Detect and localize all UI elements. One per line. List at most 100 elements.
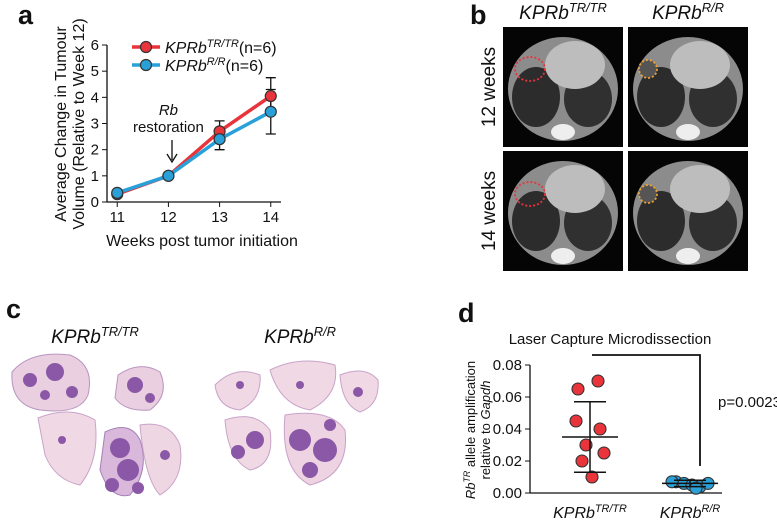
ct-row-label: 14 weeks: [479, 171, 500, 251]
y-axis-label: RbTR allele amplification: [462, 361, 478, 499]
text-part: KPRb: [660, 505, 702, 522]
text-part: R/R: [314, 324, 336, 339]
text-part: KPRb: [165, 40, 207, 57]
text-part: Gapdh: [478, 380, 493, 419]
legend-entry: KPRbTR/TR(n=6): [165, 38, 277, 57]
histology-label: KPRbR/R: [264, 324, 336, 349]
x-tick-label: KPRbTR/TR: [553, 503, 627, 522]
ct-lung: [512, 67, 560, 127]
tumour-outline: [638, 184, 658, 204]
error-bar: [674, 479, 706, 488]
legend-marker: [139, 58, 153, 72]
annotation: restoration: [133, 119, 204, 136]
y-axis-label: Volume (Relative to Week 12): [71, 18, 88, 229]
ct-image: [628, 27, 748, 147]
panel-letter: c: [6, 294, 21, 324]
ct-spine: [551, 124, 575, 140]
legend-entry: KPRbR/R(n=6): [165, 56, 263, 75]
legend-marker: [139, 40, 153, 54]
data-point: [597, 446, 611, 460]
y-tick-label: 4: [91, 89, 99, 106]
text-part: KPRb: [165, 58, 207, 75]
annotation-arrow-head: [166, 153, 178, 164]
tumour-outline: [514, 56, 546, 82]
y-tick-label: 0.02: [493, 453, 522, 470]
y-tick-label: 3: [91, 116, 99, 133]
data-point: [593, 422, 607, 436]
y-tick-label: 0.04: [493, 421, 522, 438]
y-tick-label: 2: [91, 142, 99, 159]
text-part: allele amplification: [463, 361, 478, 471]
x-tick-label: 14: [262, 209, 279, 226]
ct-image: [503, 27, 623, 147]
text-part: KPRb: [519, 3, 569, 24]
ct-column-label: KPRbTR/TR: [519, 0, 607, 24]
series-line: [116, 110, 272, 195]
text-part: TR/TR: [569, 0, 607, 15]
ct-heart: [545, 41, 605, 89]
error-bar: [574, 401, 606, 473]
y-tick-label: 6: [91, 37, 99, 54]
text-part: R/R: [702, 0, 724, 15]
data-point: [571, 382, 585, 396]
data-point: [264, 89, 277, 103]
text-part: KPRb: [264, 327, 314, 348]
text-part: TR: [462, 470, 472, 482]
y-tick-label: 5: [91, 63, 99, 80]
ct-spine: [676, 124, 700, 140]
ct-heart: [545, 165, 605, 213]
text-part: relative to: [478, 420, 493, 480]
panel-letter: a: [18, 0, 34, 30]
y-tick-label: 0.06: [493, 389, 522, 406]
text-part: (n=6): [239, 40, 277, 57]
y-tick-label: 0: [91, 194, 99, 211]
histology-left: [11, 353, 182, 497]
tumour-outline: [514, 181, 546, 207]
text-part: R/R: [207, 56, 226, 68]
histology-right: [214, 360, 379, 486]
ct-column-label: KPRbR/R: [652, 0, 724, 24]
significance-bracket: [592, 354, 701, 466]
data-point: [111, 186, 124, 199]
text-part: Rb: [463, 483, 478, 500]
data-point: [575, 454, 589, 468]
x-tick-label: 11: [109, 209, 125, 226]
text-part: R/R: [702, 503, 721, 515]
data-point: [665, 475, 679, 489]
ct-lung: [637, 67, 685, 127]
y-axis-label: Average Change in Tumour: [53, 26, 70, 222]
ct-lung: [637, 191, 685, 251]
ct-image: [628, 151, 748, 271]
ct-heart: [670, 41, 730, 89]
y-tick-label: 0.08: [493, 357, 522, 374]
data-point: [579, 438, 593, 452]
text-part: TR/TR: [595, 503, 627, 515]
series-line: [116, 94, 272, 196]
text-part: (n=6): [226, 58, 264, 75]
text-part: KPRb: [51, 327, 101, 348]
text-part: KPRb: [553, 505, 595, 522]
tumour-outline: [638, 59, 658, 79]
data-point: [569, 414, 583, 428]
text-part: KPRb: [652, 3, 702, 24]
ct-heart: [670, 165, 730, 213]
x-tick-label: 12: [160, 209, 177, 226]
chart-title: Laser Capture Microdissection: [509, 331, 712, 348]
text-part: TR/TR: [207, 38, 239, 50]
x-axis-label: Weeks post tumor initiation: [106, 233, 298, 250]
data-point: [264, 105, 277, 118]
histology-label: KPRbTR/TR: [51, 324, 139, 349]
ct-spine: [551, 248, 575, 264]
data-point: [591, 374, 605, 388]
ct-spine: [676, 248, 700, 264]
data-point: [213, 133, 226, 146]
ct-row-label: 12 weeks: [479, 47, 500, 127]
annotation: Rb: [159, 102, 178, 119]
data-point: [585, 470, 599, 484]
x-tick-label: 13: [211, 209, 228, 226]
ct-image: [503, 151, 623, 271]
p-value: p=0.0023: [718, 394, 777, 411]
ct-lung: [512, 191, 560, 251]
y-tick-label: 1: [91, 168, 99, 185]
